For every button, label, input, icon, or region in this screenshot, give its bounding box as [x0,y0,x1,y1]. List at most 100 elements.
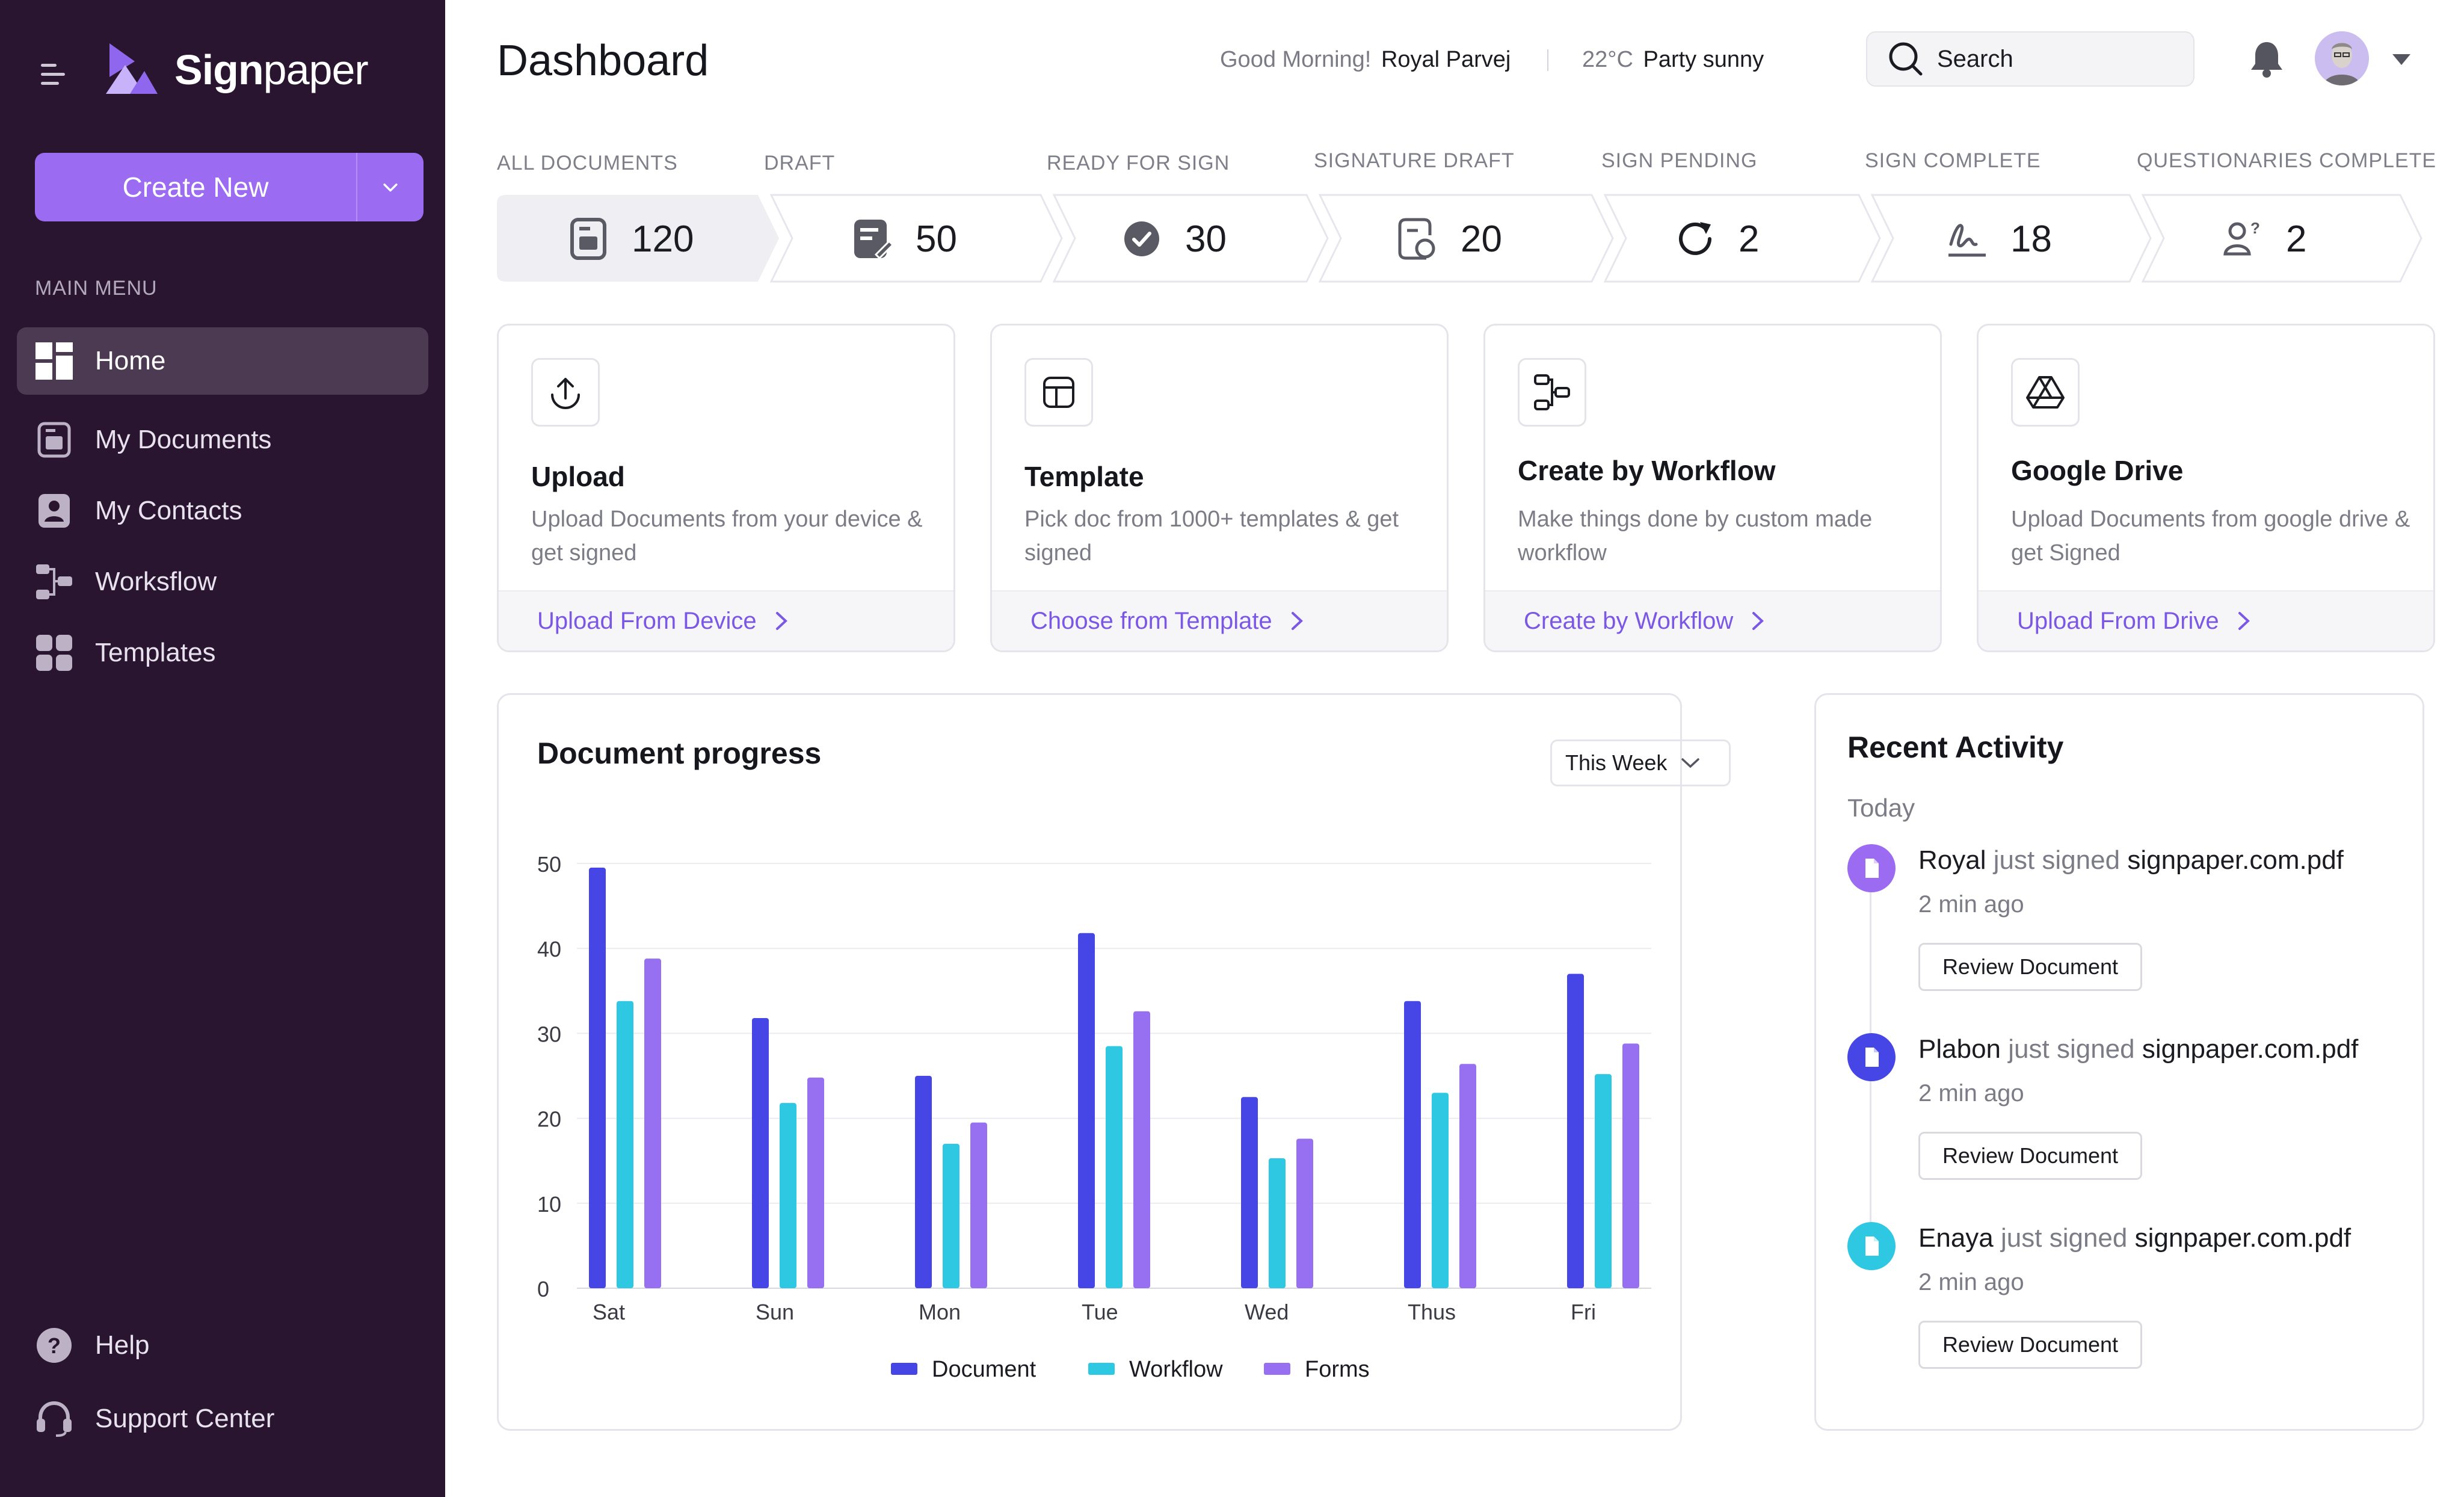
status-ready-for-sign[interactable]: 30 [1119,212,1227,266]
chevron-right-icon [2238,612,2250,630]
review-document-button[interactable]: Review Document [1918,1321,2142,1369]
upload-icon [531,358,600,427]
activity-time: 2 min ago [1918,1269,2024,1295]
sidebar-item-my-documents[interactable]: My Documents [17,406,428,474]
page-title: Dashboard [497,37,709,85]
x-tick-label: Thus [1408,1300,1456,1324]
review-document-button[interactable]: Review Document [1918,943,2142,991]
status-questionaries-complete[interactable]: ? 2 [2220,212,2306,266]
x-tick-label: Sun [756,1300,794,1324]
status-sign-pending[interactable]: 2 [1672,212,1759,266]
user-name: Royal Parvej [1381,47,1511,72]
status-label-signature-draft: SIGNATURE DRAFT [1314,149,1515,172]
search-icon [1889,42,1923,76]
sidebar-item-my-contacts[interactable]: My Contacts [17,477,428,545]
choose-from-template-link[interactable]: Choose from Template [992,590,1447,650]
signature-draft-icon [1394,216,1440,262]
status-count: 30 [1185,218,1227,260]
bar-document [752,1017,769,1288]
x-tick-label: Wed [1245,1300,1289,1324]
sidebar: Signpaper Create New MAIN MENU Home My D… [0,0,445,1497]
activity-day: Today [1847,794,1915,822]
sidebar-item-support-center[interactable]: Support Center [17,1385,428,1452]
bar-forms [644,958,661,1288]
document-icon [565,216,611,262]
avatar[interactable] [2315,31,2369,85]
weather-condition: Party sunny [1643,47,1764,72]
sidebar-item-help[interactable]: ? Help [17,1312,428,1379]
file-icon [1847,844,1896,892]
activity-user: Royal [1918,845,1986,875]
status-sign-complete[interactable]: 18 [1944,212,2052,266]
workflow-icon [1518,358,1586,427]
bar-workflow [1269,1158,1286,1288]
status-signature-draft[interactable]: 20 [1394,212,1502,266]
greeting: Good Morning! Royal Parvej [1220,47,1511,73]
bar-forms [970,1122,987,1288]
card-description: Make things done by custom made workflow [1518,507,1873,566]
create-new-button[interactable]: Create New [35,153,424,221]
step-shape-sign-complete [1870,194,2152,283]
activity-time: 2 min ago [1918,1080,2024,1107]
search-input[interactable]: Search [1866,31,2194,87]
upload-from-device-link[interactable]: Upload From Device [499,590,953,650]
menu-toggle-icon[interactable] [41,64,69,85]
period-select-value: This Week [1565,750,1668,775]
card-title: Template [1024,461,1144,492]
chart-title: Document progress [537,736,822,770]
x-tick-label: Sat [593,1300,625,1324]
chevron-down-icon[interactable] [357,177,424,197]
bar-document [589,868,606,1288]
activity-title: Recent Activity [1847,730,2064,764]
activity-file: signpaper.com.pdf [2134,1223,2352,1253]
bell-icon[interactable] [2249,40,2285,81]
activity-time: 2 min ago [1918,891,2024,918]
y-tick-label: 10 [537,1192,561,1217]
sidebar-item-label: My Documents [95,425,272,454]
x-tick-label: Mon [919,1300,961,1324]
activity-verb: just signed [2001,1223,2128,1253]
svg-text:?: ? [2250,219,2260,237]
period-select[interactable]: This Week [1550,739,1731,786]
document-icon [35,421,73,459]
status-draft[interactable]: 50 [849,212,957,266]
document-progress-panel: 0 10 20 30 40 50 Sat Sun Mon Tue Wed Thus Fri Documen… [497,693,1731,1431]
status-all-documents[interactable]: 120 [565,212,694,266]
status-count: 2 [2286,218,2307,260]
sidebar-item-home[interactable]: Home [17,327,428,395]
card-upload: Upload Upload Documents from your device… [497,324,955,652]
activity-file: signpaper.com.pdf [2127,845,2344,875]
bar-workflow [1106,1046,1123,1288]
logo[interactable]: Signpaper [101,41,369,99]
status-count: 120 [632,218,694,260]
activity-verb: just signed [2008,1034,2135,1064]
card-action-label: Create by Workflow [1524,607,1734,634]
upload-from-drive-link[interactable]: Upload From Drive [1979,590,2433,650]
step-shape-all-documents [497,195,779,282]
chevron-down-icon [1681,758,1700,768]
step-shape-signature-draft [1318,194,1614,283]
caret-down-icon[interactable] [2391,53,2412,69]
sidebar-item-label: My Contacts [95,496,242,525]
bar-document [1241,1097,1258,1288]
bar-document [1078,933,1095,1288]
review-document-button[interactable]: Review Document [1918,1132,2142,1180]
status-label-sign-complete: SIGN COMPLETE [1865,149,2041,172]
contact-icon [35,492,73,530]
status-count: 2 [1739,218,1760,260]
help-icon: ? [35,1326,73,1365]
signature-icon [1944,216,1990,262]
activity-text: Royal just signed signpaper.com.pdf [1918,845,2344,875]
legend-label: Document [932,1357,1036,1382]
sidebar-item-worksflow[interactable]: Worksflow [17,548,428,616]
card-description: Upload Documents from your device & get … [531,507,923,566]
y-tick-label: 20 [537,1107,561,1132]
sidebar-item-label: Help [95,1330,150,1360]
legend-label: Forms [1305,1357,1370,1382]
activity-text: Plabon just signed signpaper.com.pdf [1918,1034,2358,1064]
chevron-right-icon [1752,612,1764,630]
bar-workflow [1595,1074,1612,1288]
create-by-workflow-link[interactable]: Create by Workflow [1485,590,1940,650]
templates-icon [35,634,73,672]
sidebar-item-templates[interactable]: Templates [17,619,428,687]
